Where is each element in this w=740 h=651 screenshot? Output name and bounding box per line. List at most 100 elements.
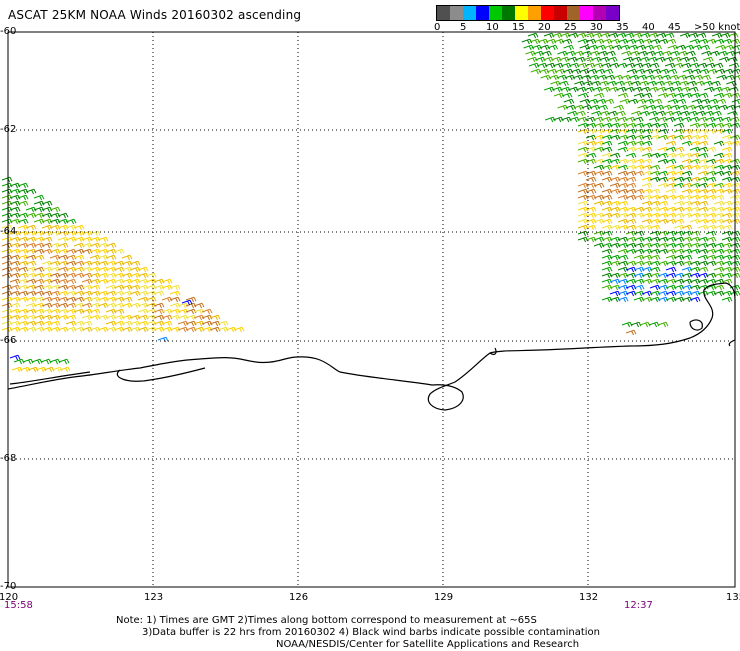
wind-barb xyxy=(665,158,677,165)
wind-barb xyxy=(73,254,85,261)
wind-barb xyxy=(713,194,725,201)
wind-barb xyxy=(697,152,709,159)
wind-barb xyxy=(201,308,213,315)
wind-barb xyxy=(161,320,173,327)
wind-barb xyxy=(733,51,740,56)
wind-barb xyxy=(233,326,245,333)
wind-barb xyxy=(601,170,613,177)
legend-swatch xyxy=(502,6,515,20)
wind-barb xyxy=(697,134,709,141)
wind-barb xyxy=(721,278,733,285)
wind-barb xyxy=(585,224,597,231)
wind-barb xyxy=(697,266,709,273)
longitude-label: 126 xyxy=(289,592,309,603)
legend-swatch xyxy=(476,6,489,20)
wind-barb xyxy=(625,329,637,336)
wind-barb xyxy=(601,140,613,147)
wind-barb xyxy=(613,104,625,111)
wind-barb xyxy=(575,110,586,117)
wind-barb xyxy=(209,314,221,321)
wind-barb xyxy=(577,200,589,207)
wind-barb xyxy=(633,284,645,291)
wind-barb xyxy=(729,38,740,45)
wind-barb xyxy=(712,62,724,69)
wind-barb xyxy=(639,321,651,328)
wind-barbs xyxy=(1,32,740,373)
wind-barb xyxy=(621,321,633,328)
latitude-label: -62 xyxy=(0,124,17,135)
wind-barb xyxy=(689,296,701,303)
wind-barb xyxy=(58,358,70,365)
latitude-label: -64 xyxy=(0,226,17,237)
wind-barb xyxy=(657,122,669,129)
wind-barb xyxy=(49,206,61,213)
wind-barb xyxy=(169,284,181,291)
wind-barb xyxy=(641,182,653,189)
wind-barb xyxy=(651,98,663,105)
wind-barb xyxy=(625,152,637,159)
legend-labels: 0 5 10 15 20 25 30 35 40 45 >50 knots xyxy=(434,21,740,35)
wind-barb xyxy=(685,50,696,57)
wind-barb xyxy=(657,321,669,328)
wind-barb xyxy=(711,110,722,117)
wind-barb xyxy=(697,140,709,147)
wind-barb xyxy=(49,358,61,365)
wind-barb xyxy=(703,56,714,63)
longitude-label: 123 xyxy=(144,592,164,603)
latitude-label: -66 xyxy=(0,335,17,346)
wind-barb xyxy=(33,194,45,201)
legend-label: 0 xyxy=(434,22,441,33)
wind-barb xyxy=(641,146,653,153)
wind-barb xyxy=(157,336,169,343)
wind-barb xyxy=(169,290,181,297)
wind-barb xyxy=(57,242,69,249)
wind-barb xyxy=(527,32,539,39)
wind-barb xyxy=(727,56,738,63)
wind-barb xyxy=(105,242,117,249)
wind-barb xyxy=(673,218,685,225)
wind-barb xyxy=(57,212,69,219)
wind-barb xyxy=(121,254,133,261)
wind-barb xyxy=(665,140,677,147)
wind-barb xyxy=(17,182,29,189)
note-line-2: 3)Data buffer is 22 hrs from 20160302 4)… xyxy=(142,627,600,638)
legend-swatch xyxy=(528,6,541,20)
wind-barb xyxy=(181,299,193,306)
note-line-1: Note: 1) Times are GMT 2)Times along bot… xyxy=(116,615,537,626)
legend-swatch xyxy=(593,6,606,20)
wind-barb xyxy=(13,358,25,365)
wind-barb xyxy=(40,358,52,365)
coast-inlet xyxy=(116,367,206,382)
legend-label: 25 xyxy=(564,22,577,33)
legend-label: 5 xyxy=(460,22,467,33)
wind-barb xyxy=(665,266,677,273)
wind-barb xyxy=(593,92,605,99)
wind-barb xyxy=(697,92,709,99)
coast-outline-east xyxy=(9,347,497,385)
wind-barb xyxy=(649,188,661,195)
wind-barb xyxy=(648,321,660,328)
wind-barb xyxy=(633,116,644,123)
legend-label: 45 xyxy=(668,22,681,33)
wind-barb xyxy=(17,218,29,225)
wind-barb xyxy=(649,266,661,273)
wind-barb xyxy=(705,146,717,153)
wind-barb xyxy=(17,194,29,201)
wind-barb xyxy=(673,122,685,129)
wind-barb xyxy=(688,86,699,93)
lat-lon-grid xyxy=(8,32,735,587)
wind-barb xyxy=(705,176,717,183)
wind-barb xyxy=(615,110,626,117)
wind-barb xyxy=(666,68,678,75)
wind-barb xyxy=(673,146,685,153)
wind-barb xyxy=(663,32,675,39)
wind-barb xyxy=(113,248,125,255)
wind-barb xyxy=(585,176,597,183)
legend-label: 10 xyxy=(486,22,499,33)
legend-swatch xyxy=(606,6,619,20)
latitude-label: -68 xyxy=(0,453,17,464)
wind-barb xyxy=(601,218,613,225)
wind-barb xyxy=(22,358,34,365)
legend-swatch xyxy=(541,6,554,20)
